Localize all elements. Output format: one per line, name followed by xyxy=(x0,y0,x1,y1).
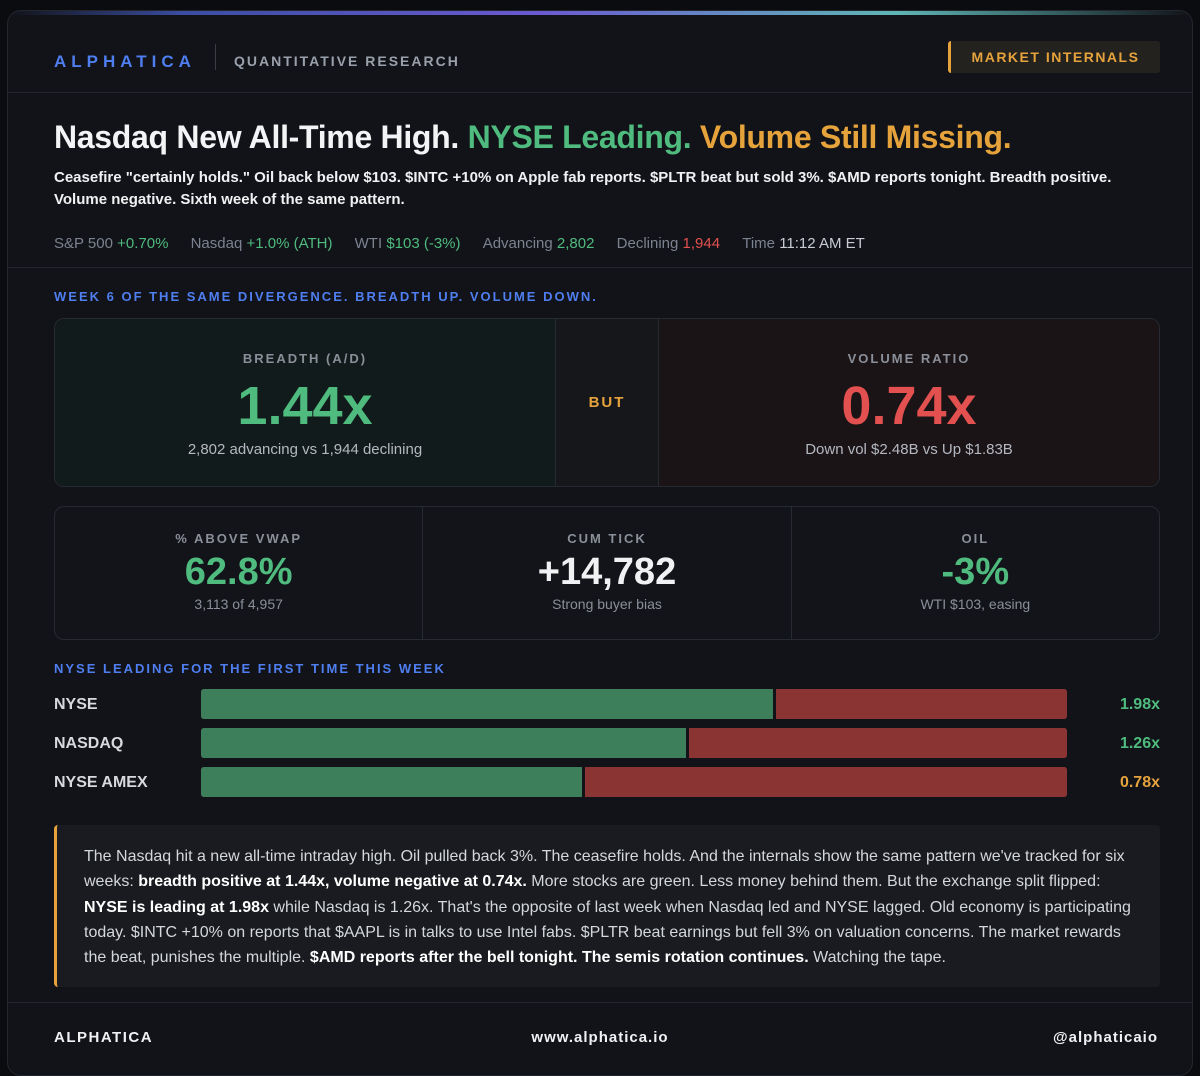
stat-value: +1.0% (ATH) xyxy=(246,235,333,252)
stat-label: S&P 500 xyxy=(54,235,113,252)
stat-nasdaq: Nasdaq +1.0% (ATH) xyxy=(191,235,333,252)
metric-label: % ABOVE VWAP xyxy=(175,531,303,546)
stat-label: Advancing xyxy=(482,235,553,252)
headline-part-3: Volume Still Missing. xyxy=(699,119,1012,155)
brand-logo: ALPHATICA xyxy=(54,52,196,71)
header-divider xyxy=(215,44,216,70)
volume-note: Down vol $2.48B vs Up $1.83B xyxy=(805,441,1013,458)
declining-segment xyxy=(775,689,1067,719)
commentary-block: The Nasdaq hit a new all-time intraday h… xyxy=(54,825,1160,987)
exchange-row-nyse-amex: NYSE AMEX 0.78x xyxy=(54,767,1160,797)
metrics-card: % ABOVE VWAP 62.8% 3,113 of 4,957 CUM TI… xyxy=(54,506,1160,640)
exchange-ratio: 0.78x xyxy=(1119,774,1160,791)
metric-value: -3% xyxy=(941,551,1010,593)
accent-gradient-line xyxy=(8,11,1192,15)
ad-split-bar xyxy=(201,767,1067,797)
brand-subtitle: QUANTITATIVE RESEARCH xyxy=(234,53,460,69)
exchange-ratio: 1.98x xyxy=(1119,696,1160,713)
declining-segment xyxy=(585,767,1067,797)
advancing-segment xyxy=(201,689,773,719)
stat-wti: WTI $103 (-3%) xyxy=(355,235,461,252)
stat-label: Nasdaq xyxy=(190,235,243,252)
breadth-volume-card: BREADTH (A/D) 1.44x 2,802 advancing vs 1… xyxy=(54,318,1160,487)
ad-split-bar xyxy=(201,689,1067,719)
commentary-text: Watching the tape. xyxy=(808,949,946,967)
footer: ALPHATICA www.alphatica.io @alphaticaio xyxy=(8,1002,1192,1075)
stat-label: Time xyxy=(742,235,776,252)
exchange-row-nasdaq: NASDAQ 1.26x xyxy=(54,728,1160,758)
metric-cum-tick: CUM TICK +14,782 Strong buyer bias xyxy=(422,507,790,639)
volume-value: 0.74x xyxy=(841,376,977,436)
ad-split-bar xyxy=(201,728,1067,758)
commentary-highlight: $AMD reports after the bell tonight. The… xyxy=(309,949,809,967)
stat-value: +0.70% xyxy=(117,235,169,252)
metric-vwap: % ABOVE VWAP 62.8% 3,113 of 4,957 xyxy=(55,507,422,639)
exchange-name: NASDAQ xyxy=(54,735,124,752)
metric-note: WTI $103, easing xyxy=(920,596,1031,612)
stat-label: WTI xyxy=(354,235,383,252)
exchange-name: NYSE AMEX xyxy=(54,774,148,791)
declining-segment xyxy=(688,728,1067,758)
volume-label: VOLUME RATIO xyxy=(847,351,971,366)
breadth-panel: BREADTH (A/D) 1.44x 2,802 advancing vs 1… xyxy=(55,319,556,486)
bar-gap xyxy=(582,767,586,797)
stat-value: 11:12 AM ET xyxy=(779,235,865,252)
commentary-text: The Nasdaq hit a new all-time intraday h… xyxy=(84,848,1125,891)
bar-gap xyxy=(685,728,689,758)
commentary-text: while Nasdaq is 1.26x. That's the opposi… xyxy=(84,898,1131,967)
stat-value: $103 (-3%) xyxy=(386,235,461,252)
stat-value: 1,944 xyxy=(682,235,721,252)
subheadline: Ceasefire "certainly holds." Oil back be… xyxy=(54,169,1112,208)
exchange-name: NYSE xyxy=(54,696,98,713)
volume-panel: VOLUME RATIO 0.74x Down vol $2.48B vs Up… xyxy=(659,319,1159,486)
stats-strip: S&P 500 +0.70% Nasdaq +1.0% (ATH) WTI $1… xyxy=(54,235,883,252)
stat-declining: Declining 1,944 xyxy=(617,235,720,252)
headline: Nasdaq New All-Time High. NYSE Leading. … xyxy=(54,119,1012,156)
footer-website-link[interactable]: www.alphatica.io xyxy=(531,1029,669,1046)
header: ALPHATICA QUANTITATIVE RESEARCH MARKET I… xyxy=(8,15,1192,93)
metric-value: 62.8% xyxy=(184,551,293,593)
stat-label: Declining xyxy=(616,235,679,252)
section-title-divergence: WEEK 6 OF THE SAME DIVERGENCE. BREADTH U… xyxy=(54,289,598,304)
footer-social-handle[interactable]: @alphaticaio xyxy=(1053,1029,1158,1046)
divider xyxy=(8,267,1192,268)
but-label: BUT xyxy=(588,394,626,411)
footer-brand: ALPHATICA xyxy=(54,1029,154,1046)
stat-sp500: S&P 500 +0.70% xyxy=(54,235,168,252)
headline-part-2: NYSE Leading. xyxy=(467,119,692,155)
metric-label: OIL xyxy=(961,531,990,546)
exchange-row-nyse: NYSE 1.98x xyxy=(54,689,1160,719)
advancing-segment xyxy=(201,767,583,797)
breadth-note: 2,802 advancing vs 1,944 declining xyxy=(187,441,423,458)
headline-part-1: Nasdaq New All-Time High. xyxy=(54,119,460,155)
advancing-segment xyxy=(201,728,686,758)
metric-value: +14,782 xyxy=(537,551,677,593)
but-divider-panel: BUT xyxy=(556,319,659,486)
breadth-label: BREADTH (A/D) xyxy=(242,351,368,366)
stat-advancing: Advancing 2,802 xyxy=(483,235,595,252)
metric-note: Strong buyer bias xyxy=(552,596,662,612)
metric-oil: OIL -3% WTI $103, easing xyxy=(790,507,1159,639)
report-card: ALPHATICA QUANTITATIVE RESEARCH MARKET I… xyxy=(7,10,1193,1076)
commentary-highlight: NYSE is leading at 1.98x xyxy=(84,898,269,916)
market-internals-badge: MARKET INTERNALS xyxy=(948,41,1160,73)
stat-value: 2,802 xyxy=(556,235,595,252)
stat-time: Time 11:12 AM ET xyxy=(742,235,865,252)
breadth-value: 1.44x xyxy=(237,376,373,436)
section-title-exchanges: NYSE LEADING FOR THE FIRST TIME THIS WEE… xyxy=(54,661,446,676)
commentary-text: More stocks are green. Less money behind… xyxy=(526,873,1101,891)
metric-note: 3,113 of 4,957 xyxy=(194,596,283,612)
exchange-ratio: 1.26x xyxy=(1119,735,1160,752)
commentary-highlight: breadth positive at 1.44x, volume negati… xyxy=(138,873,527,891)
bar-gap xyxy=(772,689,776,719)
metric-label: CUM TICK xyxy=(567,531,647,546)
